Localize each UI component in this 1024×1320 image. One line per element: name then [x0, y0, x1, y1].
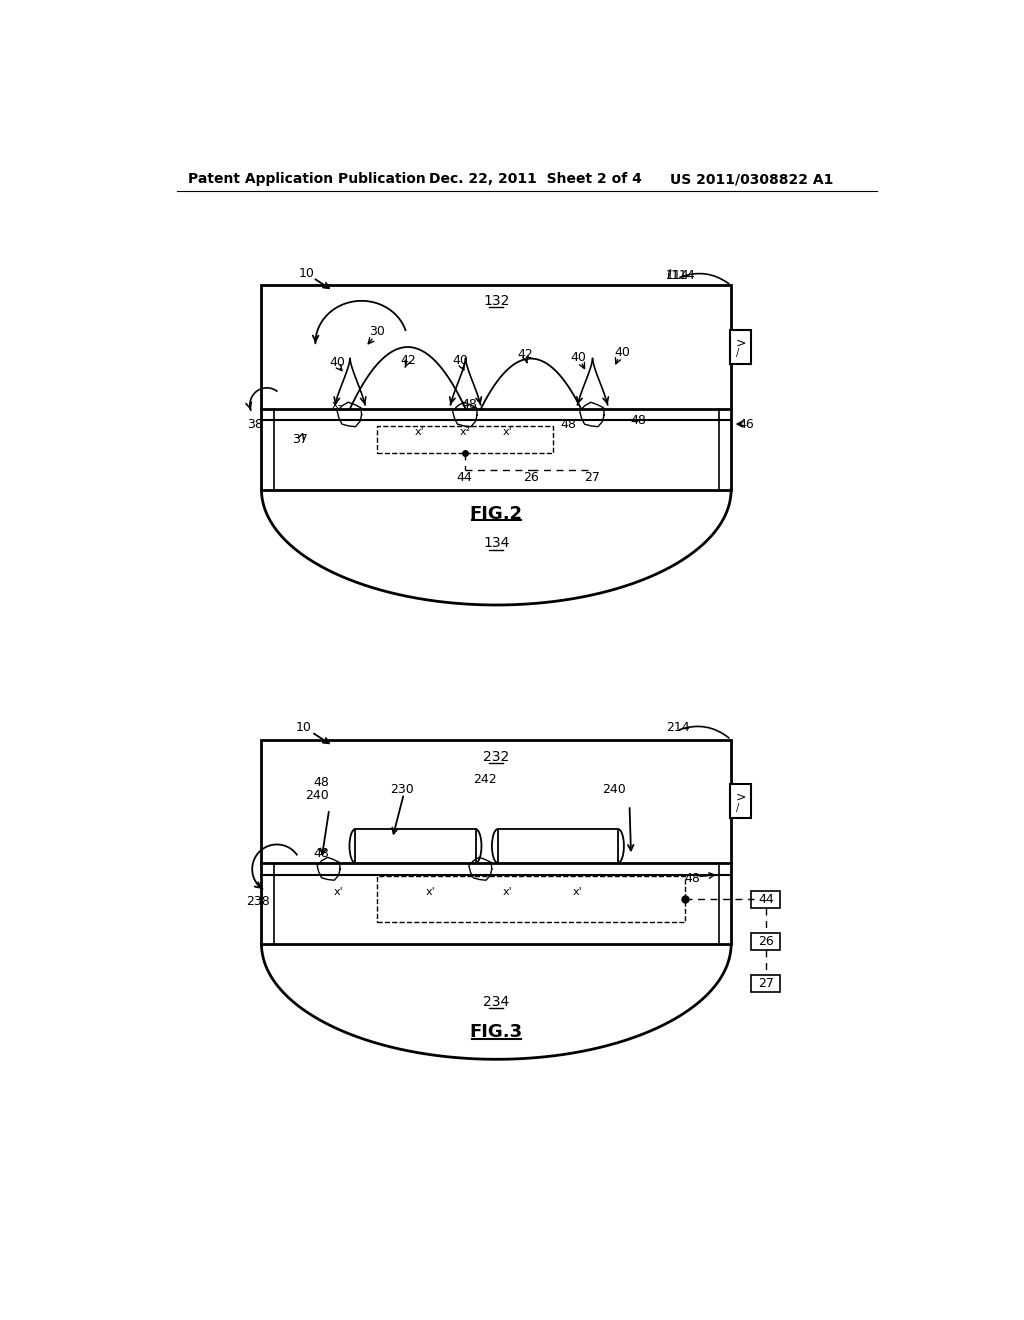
- Text: 134: 134: [483, 536, 510, 550]
- Text: 132: 132: [483, 294, 510, 308]
- Text: 27: 27: [585, 471, 600, 484]
- Text: 46: 46: [738, 417, 755, 430]
- Bar: [498, 829, 617, 863]
- Text: 37: 37: [292, 433, 308, 446]
- Text: x-: x-: [332, 400, 342, 409]
- Text: 10: 10: [296, 721, 311, 734]
- Text: 48: 48: [313, 847, 330, 861]
- Text: 240: 240: [305, 788, 329, 801]
- Bar: [377, 426, 553, 453]
- Text: x': x': [503, 887, 513, 898]
- Text: 48: 48: [313, 776, 330, 789]
- Text: FIG.2: FIG.2: [470, 506, 523, 523]
- Text: 48: 48: [685, 871, 700, 884]
- Text: >: >: [735, 337, 745, 350]
- Bar: [752, 891, 780, 908]
- Text: 30: 30: [369, 325, 385, 338]
- Text: Dec. 22, 2011  Sheet 2 of 4: Dec. 22, 2011 Sheet 2 of 4: [429, 172, 642, 186]
- Text: 44: 44: [457, 471, 473, 484]
- Text: 48: 48: [560, 417, 575, 430]
- Bar: [752, 933, 780, 950]
- Text: 232: 232: [483, 750, 509, 764]
- Text: /: /: [736, 803, 739, 813]
- Text: 238: 238: [246, 895, 269, 908]
- Text: /: /: [736, 348, 739, 358]
- Text: ℓ114: ℓ114: [666, 269, 694, 282]
- Bar: [261, 285, 731, 490]
- Text: FIG.3: FIG.3: [470, 1023, 523, 1041]
- Text: 40: 40: [453, 354, 468, 367]
- Text: 240: 240: [602, 783, 626, 796]
- Text: 48: 48: [462, 399, 477, 412]
- Text: 38: 38: [248, 417, 263, 430]
- Bar: [752, 975, 780, 993]
- Text: 40: 40: [613, 346, 630, 359]
- Text: x': x': [503, 426, 513, 437]
- Text: 44: 44: [758, 892, 774, 906]
- Text: 42: 42: [400, 354, 416, 367]
- Text: US 2011/0308822 A1: US 2011/0308822 A1: [670, 172, 833, 186]
- Text: x': x': [334, 887, 343, 898]
- Text: x': x': [415, 426, 424, 437]
- Text: 230: 230: [390, 783, 414, 796]
- Text: x': x': [572, 887, 582, 898]
- Text: 26: 26: [523, 471, 539, 484]
- Bar: [377, 876, 685, 923]
- Text: 10: 10: [298, 268, 314, 280]
- Text: 27: 27: [758, 977, 774, 990]
- Bar: [730, 784, 752, 818]
- Text: 42: 42: [517, 348, 532, 362]
- Text: 234: 234: [483, 994, 509, 1008]
- Text: Patent Application Publication: Patent Application Publication: [188, 172, 426, 186]
- Text: 48: 48: [631, 413, 647, 426]
- Text: 242: 242: [473, 774, 497, 787]
- Text: 40: 40: [329, 356, 345, 370]
- Text: x²: x²: [460, 426, 471, 437]
- Text: 40: 40: [570, 351, 587, 363]
- Text: 214: 214: [666, 721, 689, 734]
- Bar: [578, 470, 607, 487]
- Bar: [730, 330, 752, 364]
- Text: >: >: [735, 791, 745, 804]
- Text: 26: 26: [758, 935, 774, 948]
- Bar: [355, 829, 475, 863]
- Bar: [451, 470, 479, 487]
- Text: 114: 114: [666, 269, 689, 282]
- Bar: [261, 739, 731, 944]
- Bar: [516, 470, 546, 487]
- Text: x': x': [426, 887, 436, 898]
